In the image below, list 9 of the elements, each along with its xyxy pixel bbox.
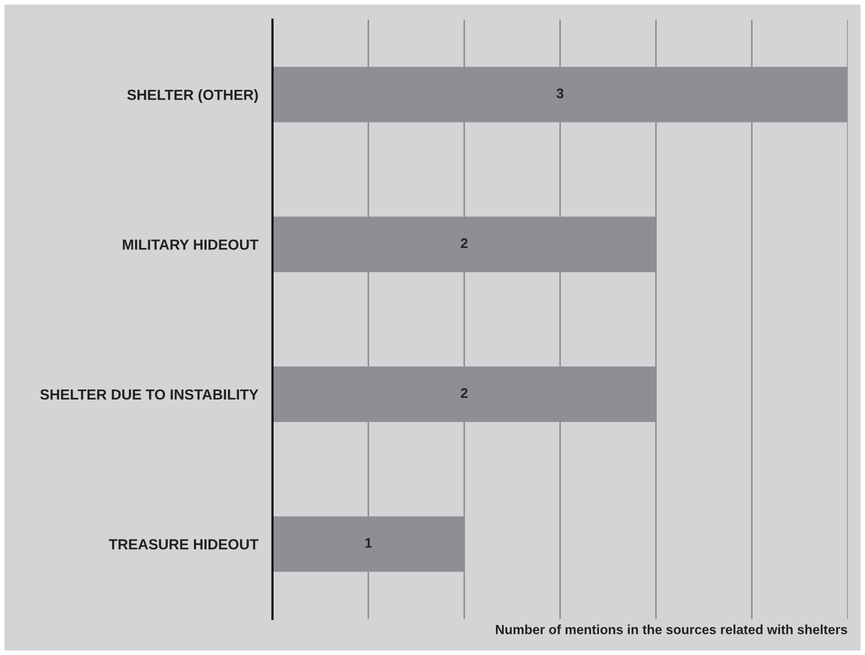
data-label: 2 (460, 388, 468, 398)
y-tick-label: MILITARY HIDEOUT (122, 240, 258, 250)
y-tick-label: TREASURE HIDEOUT (108, 539, 258, 550)
data-label: 3 (556, 88, 564, 98)
x-axis-title: Number of mentions in the sources related with shelters (496, 624, 848, 634)
data-label: 2 (460, 238, 468, 248)
y-tick-label: SHELTER DUE TO INSTABILITY (40, 389, 258, 400)
data-label: 1 (365, 538, 372, 548)
y-tick-label: SHELTER (OTHER) (127, 89, 258, 103)
